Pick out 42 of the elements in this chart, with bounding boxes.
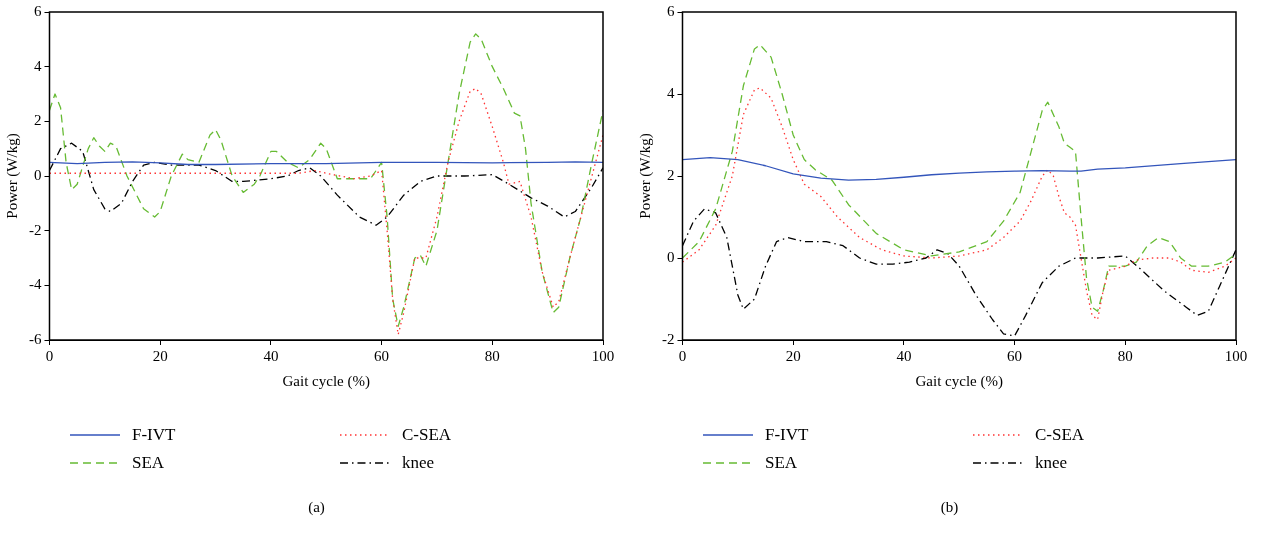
y-tick-label: -4 [29,276,42,293]
x-tick-label: 20 [152,347,168,364]
x-axis-title: Gait cycle (%) [915,372,1003,390]
text: (a) [307,499,326,516]
x-tick-label: 0 [678,347,687,364]
y-tick-label: -2 [29,221,42,238]
legend-label: F-IVT [765,425,809,445]
y-tick-label: 2 [667,166,675,183]
y-tick-label: 0 [667,248,675,265]
x-tick-label: 80 [1117,347,1133,364]
x-tick-label: 40 [896,347,912,364]
y-tick-label: 0 [34,166,42,183]
legend-label: knee [402,453,435,473]
legend-label: C-SEA [1035,425,1085,445]
legend-label: SEA [765,453,798,473]
legend-label: knee [1035,453,1068,473]
x-tick-label: 0 [45,347,54,364]
x-tick-label: 60 [374,347,390,364]
legend-label: F-IVT [132,425,176,445]
legend-label: SEA [132,453,165,473]
y-tick-label: 6 [667,2,675,19]
x-tick-label: 20 [785,347,801,364]
x-tick-label: 100 [591,347,615,364]
text: (b) [939,499,960,516]
line-series [682,87,1236,321]
y-tick-label: 6 [34,2,42,19]
x-tick-label: 80 [484,347,500,364]
y-tick-label: -2 [662,330,675,347]
y-tick-label: 4 [34,57,42,74]
legend-label: C-SEA [402,425,452,445]
y-tick-label: -6 [29,330,42,347]
y-tick-label: 2 [34,112,42,129]
x-tick-label: 100 [1224,347,1248,364]
x-tick-label: 60 [1007,347,1023,364]
y-tick-label: 4 [667,84,675,101]
line-series [49,87,603,336]
line-series [49,33,603,327]
x-axis-title: Gait cycle (%) [282,372,370,390]
x-tick-label: 40 [263,347,279,364]
y-axis-title: Power (W/kg) [3,133,21,219]
line-series [682,44,1236,312]
y-axis-title: Power (W/kg) [636,133,654,219]
